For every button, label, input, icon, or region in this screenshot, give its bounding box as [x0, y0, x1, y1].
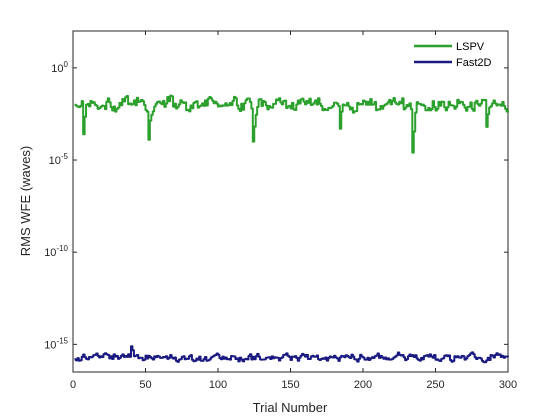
legend-label-fast2d: Fast2D [456, 57, 492, 69]
x-tick-label: 150 [281, 379, 299, 391]
x-tick-label: 300 [499, 379, 517, 391]
series-line-lspv [74, 94, 509, 154]
series-layer [74, 94, 509, 364]
y-tick-label: 10-10 [44, 244, 68, 259]
y-axis-label: RMS WFE (waves) [18, 146, 33, 257]
y-tick-label: 10-15 [44, 336, 68, 351]
legend: LSPV Fast2D [414, 41, 492, 69]
x-tick-label: 50 [139, 379, 151, 391]
x-tick-label: 200 [354, 379, 372, 391]
legend-label-lspv: LSPV [456, 41, 485, 53]
x-tick-label: 100 [209, 379, 227, 391]
y-tick-label: 100 [51, 60, 68, 75]
series-line-fast2d [74, 345, 509, 364]
y-tick-label: 10-5 [49, 152, 69, 167]
plot-area [72, 30, 509, 373]
x-tick-label: 0 [70, 379, 76, 391]
x-axis-label: Trial Number [253, 400, 328, 415]
x-tick-label: 250 [426, 379, 444, 391]
ticks-layer: 0 50 100 150 200 250 300 100 10-5 10-10 10-15 [44, 31, 517, 391]
